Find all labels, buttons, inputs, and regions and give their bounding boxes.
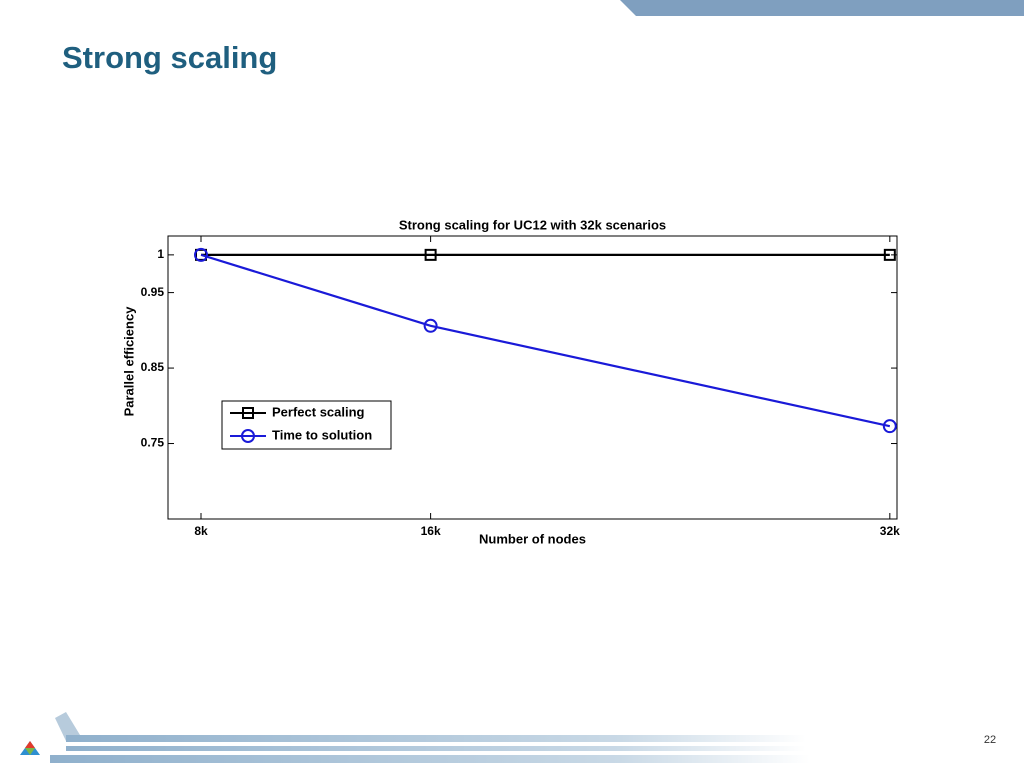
x-tick-label: 8k: [194, 524, 208, 538]
marker: [883, 248, 896, 261]
chart-title: Strong scaling for UC12 with 32k scenari…: [399, 217, 666, 232]
x-axis-label: Number of nodes: [479, 531, 586, 546]
legend-label: Time to solution: [272, 427, 372, 442]
marker: [423, 318, 438, 333]
marker: [194, 247, 209, 262]
slide-title: Strong scaling: [62, 40, 277, 75]
y-tick-label: 0.75: [141, 436, 165, 450]
y-tick-label: 0.85: [141, 360, 165, 374]
y-tick-label: 1: [157, 247, 164, 261]
series-line: [200, 253, 891, 428]
top-banner: [620, 0, 1024, 16]
legend-label: Perfect scaling: [272, 404, 365, 419]
footer-decoration: [20, 712, 810, 763]
legend-marker: [242, 407, 254, 419]
page-number: 22: [984, 734, 996, 746]
legend-marker: [241, 429, 255, 443]
y-tick-label: 0.95: [141, 285, 165, 299]
marker: [424, 248, 437, 261]
marker: [882, 419, 897, 434]
y-axis-label: Parallel efficiency: [121, 306, 136, 417]
legend: Perfect scaling Time to solution: [221, 400, 392, 450]
x-tick-label: 16k: [421, 524, 441, 538]
chart: Strong scaling for UC12 with 32k scenari…: [121, 217, 900, 546]
x-tick-label: 32k: [880, 524, 900, 538]
